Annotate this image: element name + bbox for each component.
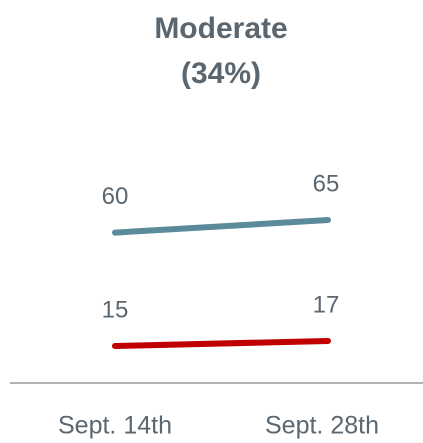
data-label: 15	[102, 296, 129, 323]
data-label: 60	[102, 183, 129, 210]
chart-title: Moderate	[154, 12, 287, 45]
data-label: 65	[313, 170, 340, 197]
series-line	[112, 217, 331, 236]
series-line	[112, 337, 331, 349]
x-tick-label: Sept. 28th	[265, 412, 379, 440]
data-label: 17	[313, 291, 340, 318]
x-tick-label: Sept. 14th	[58, 412, 172, 440]
chart-subtitle: (34%)	[181, 57, 261, 90]
